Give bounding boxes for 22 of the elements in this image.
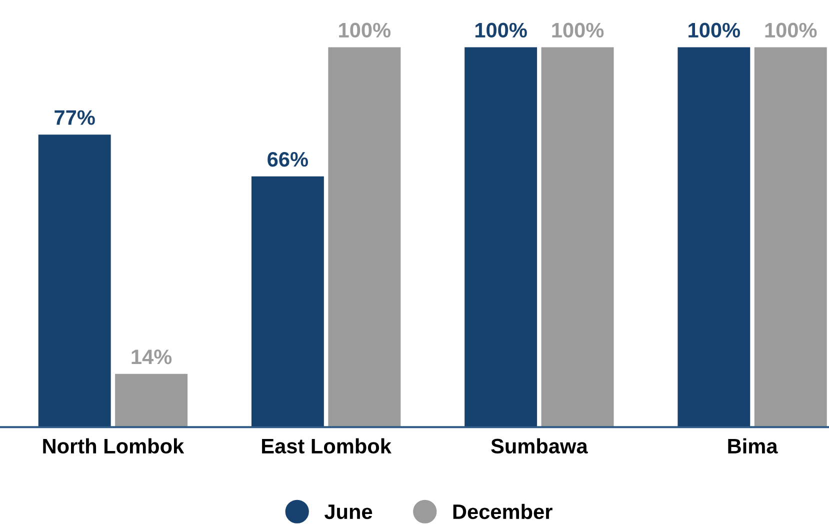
- data-label: 66%: [268, 152, 308, 167]
- data-label: 100%: [688, 22, 740, 38]
- legend-label: December: [453, 504, 552, 520]
- bar: [464, 47, 538, 428]
- data-label: 77%: [54, 110, 95, 125]
- data-label: 100%: [765, 22, 817, 38]
- bar: [541, 47, 614, 428]
- legend-label: June: [324, 504, 372, 520]
- x-tick-label: Bima: [728, 438, 778, 454]
- data-label: 100%: [475, 22, 527, 38]
- bar: [328, 47, 401, 428]
- x-tick-label: North Lombok: [43, 438, 184, 454]
- x-tick-label: East Lombok: [262, 438, 392, 454]
- bar: [251, 176, 324, 428]
- bar: [678, 47, 750, 428]
- bar: [754, 47, 827, 428]
- data-label: 14%: [132, 350, 172, 364]
- bar: [115, 374, 188, 428]
- data-label: 100%: [339, 22, 391, 38]
- bar: [38, 134, 111, 428]
- x-tick-label: Sumbawa: [491, 438, 588, 454]
- data-label: 100%: [552, 22, 604, 38]
